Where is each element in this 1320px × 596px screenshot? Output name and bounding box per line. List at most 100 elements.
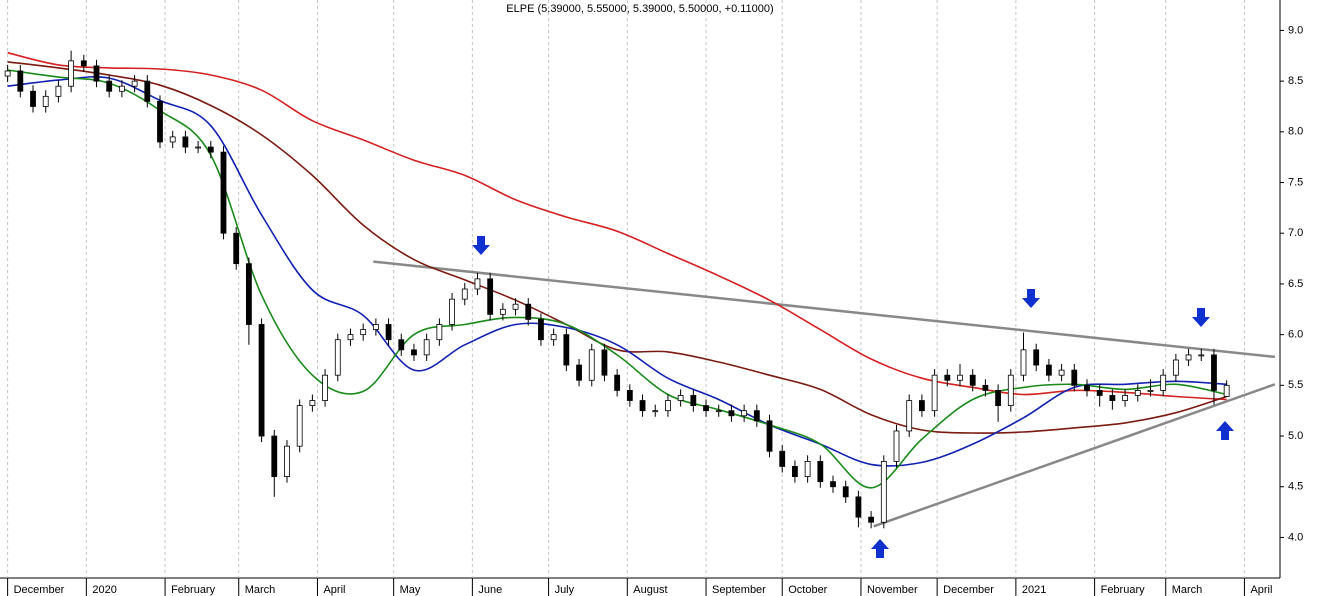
y-tick-label: 9.0 bbox=[1288, 24, 1303, 36]
candle-body bbox=[1185, 354, 1192, 361]
y-tick-label: 6.5 bbox=[1288, 278, 1303, 290]
candle-body bbox=[4, 70, 11, 77]
candle-body bbox=[817, 460, 824, 483]
candle-body bbox=[411, 349, 417, 356]
candle-body bbox=[17, 70, 24, 92]
candle-body bbox=[588, 349, 595, 381]
arrow-down bbox=[1192, 308, 1210, 327]
candle-body bbox=[779, 450, 786, 467]
y-tick-label: 6.0 bbox=[1288, 329, 1303, 341]
candle-body bbox=[842, 486, 849, 498]
candle-body bbox=[233, 232, 240, 265]
chart-title: ELPE (5.39000, 5.55000, 5.39000, 5.50000… bbox=[506, 3, 773, 15]
candle-body bbox=[258, 324, 265, 437]
candle-body bbox=[487, 278, 494, 315]
candle-body bbox=[1134, 390, 1141, 396]
candle-body bbox=[1058, 369, 1065, 376]
plot bbox=[4, 50, 1276, 529]
candle-body bbox=[461, 288, 468, 300]
candle-body bbox=[741, 410, 748, 417]
arrow-up bbox=[871, 539, 889, 558]
y-tick-label: 7.5 bbox=[1288, 176, 1303, 188]
trend-line bbox=[373, 260, 1276, 359]
candle-body bbox=[626, 390, 633, 401]
candle-body bbox=[1071, 369, 1078, 386]
candle-body bbox=[372, 324, 379, 330]
candle-body bbox=[220, 151, 227, 234]
candle-body bbox=[284, 445, 290, 477]
x-tick-label: 2020 bbox=[92, 584, 116, 596]
x-tick-label: March bbox=[1172, 584, 1203, 596]
x-tick-label: 2021 bbox=[1022, 584, 1046, 596]
candle-body bbox=[995, 390, 1001, 407]
candle-body bbox=[182, 136, 189, 148]
candle-body bbox=[245, 263, 252, 325]
candle-body bbox=[131, 80, 138, 87]
arrow-up bbox=[1216, 421, 1234, 440]
candle-body bbox=[42, 95, 49, 107]
candle-body bbox=[703, 405, 709, 412]
candle-body bbox=[677, 395, 684, 401]
candle-body bbox=[1211, 354, 1217, 391]
candle-body bbox=[868, 516, 875, 523]
candle-body bbox=[1084, 384, 1090, 391]
candle-body bbox=[512, 303, 519, 310]
candle-body bbox=[728, 410, 735, 417]
candle-body bbox=[753, 410, 760, 422]
candle-body bbox=[474, 278, 481, 290]
moving-average bbox=[7, 69, 1227, 489]
candle-body bbox=[1045, 364, 1052, 376]
candle-body bbox=[436, 324, 443, 341]
arrow-down bbox=[1022, 289, 1040, 308]
candle-body bbox=[1033, 349, 1040, 366]
candle-body bbox=[690, 395, 697, 407]
arrow-down bbox=[472, 236, 490, 255]
y-tick-label: 4.0 bbox=[1288, 531, 1303, 543]
candle-body bbox=[804, 460, 811, 477]
candle-body bbox=[68, 60, 75, 87]
candle-body bbox=[969, 374, 976, 386]
x-tick-label: November bbox=[867, 584, 918, 596]
candle-body bbox=[1122, 395, 1128, 401]
x-tick-label: June bbox=[478, 584, 502, 596]
annotations bbox=[472, 236, 1234, 558]
candle-body bbox=[639, 400, 646, 412]
candle-body bbox=[271, 435, 278, 477]
x-tick-label: April bbox=[1250, 584, 1272, 596]
candle-body bbox=[322, 374, 328, 401]
x-tick-label: October bbox=[788, 584, 827, 596]
candle-body bbox=[893, 430, 900, 462]
y-tick-label: 5.0 bbox=[1288, 430, 1303, 442]
y-tick-label: 7.0 bbox=[1288, 227, 1303, 239]
candle-body bbox=[1007, 374, 1014, 407]
candle-body bbox=[30, 90, 36, 107]
candle-body bbox=[119, 85, 125, 92]
candle-body bbox=[576, 364, 582, 381]
candle-body bbox=[1020, 349, 1027, 376]
candle-body bbox=[1147, 390, 1154, 392]
candle-body bbox=[499, 308, 506, 315]
y-tick-label: 8.0 bbox=[1288, 126, 1303, 138]
candle-body bbox=[614, 374, 621, 391]
candle-body bbox=[309, 400, 316, 407]
candle-body bbox=[347, 334, 354, 341]
candle-body bbox=[385, 324, 392, 341]
candle-body bbox=[880, 460, 887, 523]
candle-body bbox=[93, 65, 100, 82]
candle-body bbox=[1223, 384, 1230, 397]
candle-body bbox=[944, 374, 951, 381]
candle-body bbox=[296, 405, 303, 447]
candle-body bbox=[80, 60, 87, 67]
candle-body bbox=[144, 80, 151, 102]
candle-body bbox=[766, 420, 773, 452]
candle-body bbox=[55, 85, 62, 97]
candle-body bbox=[398, 339, 405, 351]
x-tick-label: December bbox=[14, 584, 65, 596]
x-tick-label: March bbox=[245, 584, 276, 596]
candle-body bbox=[525, 303, 532, 320]
y-tick-label: 8.5 bbox=[1288, 75, 1303, 87]
candle-body bbox=[601, 349, 608, 376]
candle-body bbox=[906, 400, 913, 432]
candle-body bbox=[1096, 390, 1103, 396]
